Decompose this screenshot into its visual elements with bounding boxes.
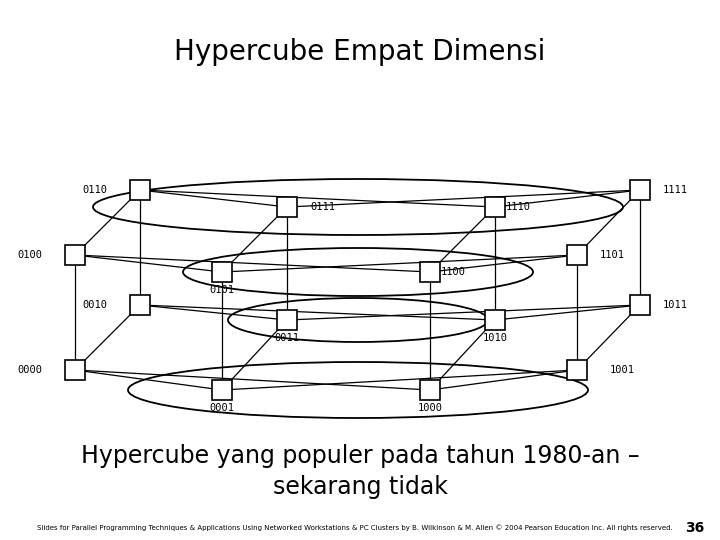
FancyBboxPatch shape xyxy=(567,245,587,265)
Text: 1100: 1100 xyxy=(441,267,466,277)
Text: 1001: 1001 xyxy=(610,365,635,375)
Text: 1010: 1010 xyxy=(482,333,508,343)
Text: 1011: 1011 xyxy=(663,300,688,310)
FancyBboxPatch shape xyxy=(485,310,505,330)
Text: Slides for Parallel Programming Techniques & Applications Using Networked Workst: Slides for Parallel Programming Techniqu… xyxy=(37,525,673,531)
FancyBboxPatch shape xyxy=(485,197,505,217)
Text: 0111: 0111 xyxy=(310,202,335,212)
Text: sekarang tidak: sekarang tidak xyxy=(273,475,447,499)
FancyBboxPatch shape xyxy=(567,360,587,380)
FancyBboxPatch shape xyxy=(130,180,150,200)
Text: 0011: 0011 xyxy=(274,333,300,343)
Text: 0110: 0110 xyxy=(82,185,107,195)
FancyBboxPatch shape xyxy=(277,310,297,330)
FancyBboxPatch shape xyxy=(212,380,232,400)
Text: 0101: 0101 xyxy=(210,285,235,295)
Text: 1000: 1000 xyxy=(418,403,443,413)
FancyBboxPatch shape xyxy=(277,197,297,217)
FancyBboxPatch shape xyxy=(130,295,150,315)
Text: Hypercube yang populer pada tahun 1980-an –: Hypercube yang populer pada tahun 1980-a… xyxy=(81,444,639,468)
FancyBboxPatch shape xyxy=(212,262,232,282)
Text: 0000: 0000 xyxy=(17,365,42,375)
FancyBboxPatch shape xyxy=(65,360,85,380)
FancyBboxPatch shape xyxy=(630,180,650,200)
FancyBboxPatch shape xyxy=(420,380,440,400)
Text: Hypercube Empat Dimensi: Hypercube Empat Dimensi xyxy=(174,38,546,66)
FancyBboxPatch shape xyxy=(420,262,440,282)
Text: 1101: 1101 xyxy=(600,250,625,260)
Text: 0010: 0010 xyxy=(82,300,107,310)
Text: 0100: 0100 xyxy=(17,250,42,260)
Text: 36: 36 xyxy=(685,521,705,535)
FancyBboxPatch shape xyxy=(630,295,650,315)
Text: 1111: 1111 xyxy=(663,185,688,195)
Text: 1110: 1110 xyxy=(505,202,531,212)
Text: 0001: 0001 xyxy=(210,403,235,413)
FancyBboxPatch shape xyxy=(65,245,85,265)
